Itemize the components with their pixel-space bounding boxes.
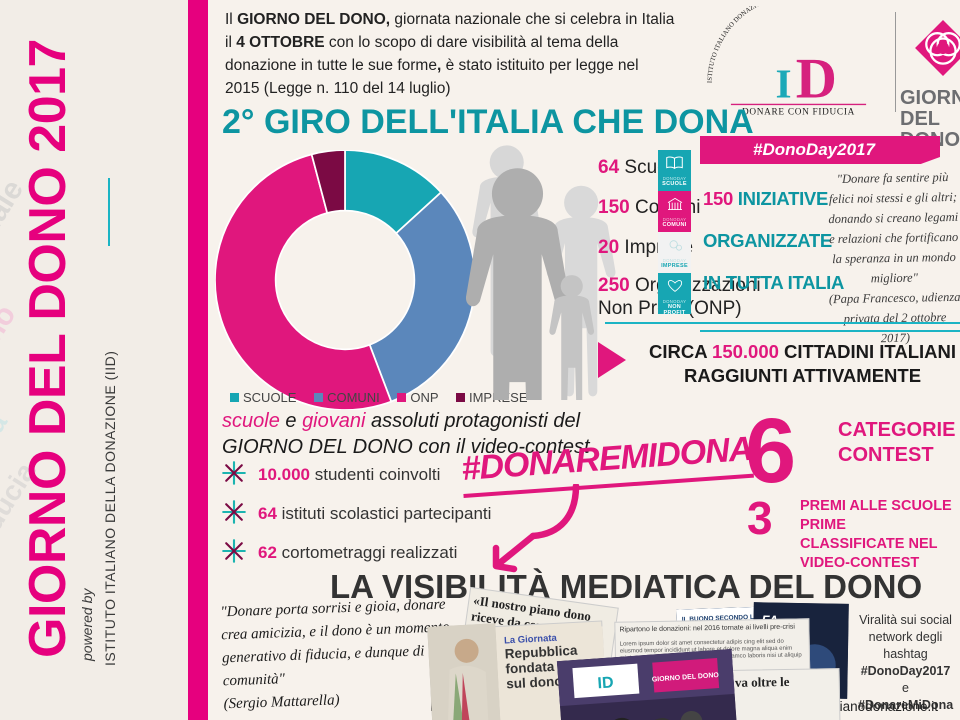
svg-text:ISTITUTO ITALIANO DONAZIONE: ISTITUTO ITALIANO DONAZIONE	[707, 6, 771, 83]
svg-text:D: D	[796, 47, 837, 110]
svg-text:DONARE CON FIDUCIA: DONARE CON FIDUCIA	[742, 107, 855, 117]
svg-text:I: I	[776, 60, 791, 106]
svg-text:ID: ID	[597, 674, 614, 692]
